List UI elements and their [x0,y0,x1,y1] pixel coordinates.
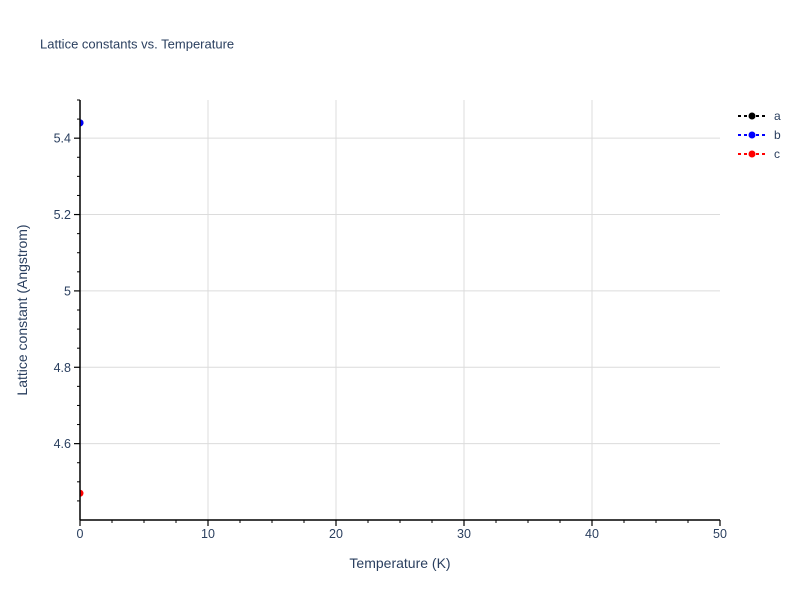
data-point-b [80,119,84,127]
y-tick-label: 4.8 [54,361,71,375]
y-tick-label: 5.2 [54,208,71,222]
x-tick-label: 50 [713,527,727,541]
x-axis-title: Temperature (K) [349,555,451,571]
x-tick-label: 20 [329,527,343,541]
data-point-c [80,489,84,497]
legend-label-a: a [774,108,781,123]
legend-item-c: c [737,144,781,163]
legend-label-c: c [774,146,780,161]
x-tick-label: 10 [201,527,215,541]
y-tick-label: 4.6 [54,437,71,451]
x-tick-label: 40 [585,527,599,541]
legend-item-b: b [737,125,781,144]
x-tick-label: 30 [457,527,471,541]
y-tick-label: 5.4 [54,132,71,146]
y-axis-title: Lattice constant (Angstrom) [14,224,30,396]
legend-item-a: a [737,106,781,125]
legend-line-marker-icon [738,150,766,157]
legend-line-marker-icon [738,131,766,138]
legend-line-marker-icon [738,112,766,119]
y-tick-label: 5 [64,284,71,298]
chart-title: Lattice constants vs. Temperature [40,36,235,52]
legend-label-b: b [774,127,781,142]
x-tick-label: 0 [77,527,84,541]
